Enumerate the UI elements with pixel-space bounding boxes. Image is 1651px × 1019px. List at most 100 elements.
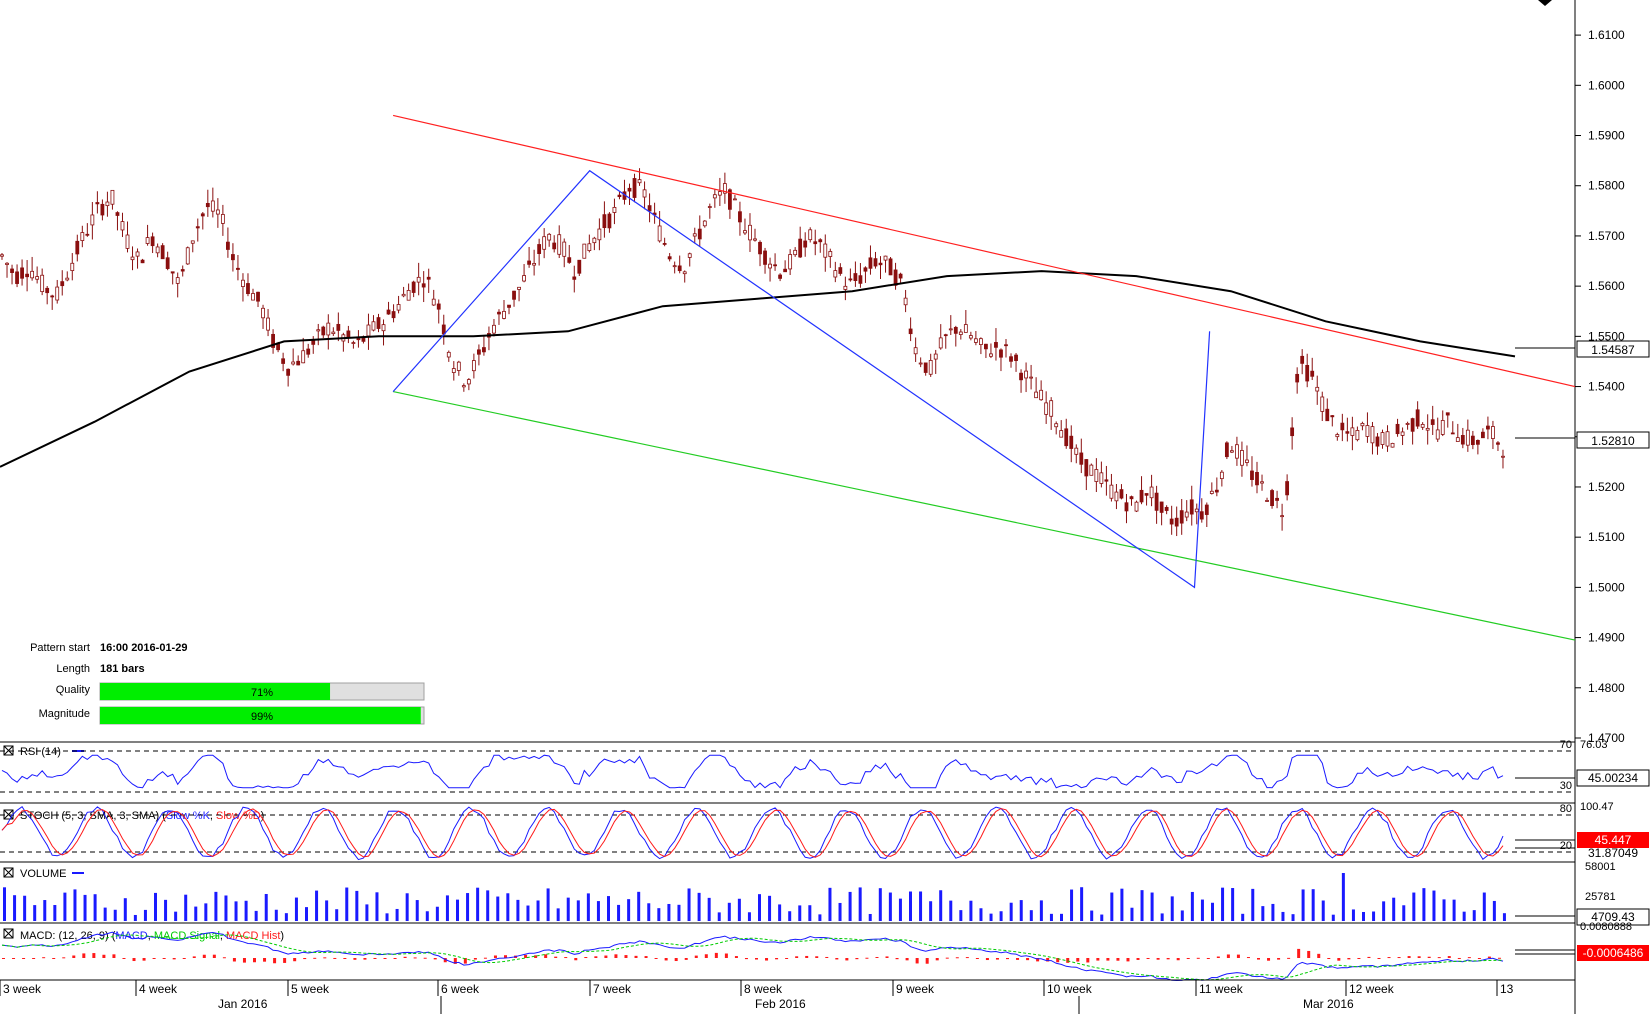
candle-body (466, 379, 471, 385)
macd-hist-bar (132, 958, 136, 962)
volume-bar (1029, 910, 1033, 921)
candle-body (1014, 354, 1018, 361)
macd-hist-bar (2, 958, 5, 959)
candle-body (456, 361, 461, 371)
resistance-line (392, 114, 1576, 388)
volume-bar (929, 901, 933, 921)
volume-bar (586, 893, 590, 921)
macd-hist-bar (1036, 958, 1040, 962)
volume-bar (284, 913, 288, 921)
candle-body (1280, 515, 1284, 518)
candle-body (1089, 464, 1094, 476)
candle-body (933, 353, 938, 360)
candle-body (848, 278, 853, 281)
macd-hist-bar (142, 958, 146, 961)
candle-body (838, 267, 843, 274)
volume-bar (1251, 888, 1255, 921)
macd-hist-bar (905, 958, 909, 961)
candle-body (416, 276, 421, 283)
volume-bar (1402, 905, 1406, 921)
candle-body (256, 291, 260, 302)
stoch-max-label: 100.47 (1580, 801, 1614, 813)
macd-hist-bar (152, 958, 156, 959)
pattern-start-value: 16:00 2016-01-29 (100, 642, 187, 654)
candle-body (1470, 435, 1475, 446)
macd-hist-bar (1357, 958, 1361, 959)
candle-body (612, 206, 617, 213)
candle-body (712, 194, 717, 199)
candle-body (1270, 490, 1274, 507)
macd-hist-bar (453, 958, 457, 964)
macd-hist-bar (52, 958, 56, 959)
candle-body (376, 317, 381, 329)
candle-body (1350, 427, 1355, 436)
candle-body (321, 326, 326, 336)
ma-value-box (1576, 340, 1650, 358)
macd-value-box (1577, 945, 1649, 961)
candle-body (773, 264, 777, 267)
macd-hist-bar (1116, 958, 1120, 961)
candle-body (155, 246, 160, 254)
macd-hist-bar (1267, 958, 1271, 961)
volume-bar (949, 900, 953, 921)
volume-bar (909, 891, 912, 921)
macd-hist-bar (1196, 957, 1200, 959)
volume-bar (697, 892, 701, 921)
candle-body (1445, 412, 1450, 416)
magnitude-text: 99% (251, 711, 273, 723)
macd-hist-bar (1257, 958, 1260, 960)
volume-bar (758, 894, 761, 921)
volume-bar (1372, 911, 1376, 921)
candle-body (953, 326, 958, 334)
candle-body (697, 228, 702, 240)
volume-bar (466, 893, 470, 921)
volume-bar (1241, 913, 1245, 921)
candle-body (1290, 427, 1295, 437)
candle-body (231, 254, 235, 261)
volume-bar (1190, 891, 1194, 921)
macd-hist-bar (935, 958, 939, 961)
candle-body (798, 238, 803, 258)
volume-close-icon[interactable] (3, 867, 14, 878)
macd-hist-bar (102, 954, 106, 958)
candle-body (1009, 356, 1013, 362)
candle-body (291, 361, 296, 365)
macd-value-label: -0.0006486 (1583, 946, 1644, 960)
stoch-d-line (1, 808, 1504, 858)
candle-body (803, 240, 808, 248)
candle-body (1360, 422, 1365, 427)
volume-bar (123, 898, 127, 921)
macd-hist-bar (1246, 957, 1250, 959)
volume-bar (546, 888, 550, 921)
candle-body (210, 200, 215, 212)
volume-bar (939, 890, 943, 921)
volume-bar (1311, 889, 1315, 921)
candle-body (1245, 459, 1249, 463)
volume-value-label: 4709.43 (1591, 910, 1635, 924)
macd-hist-bar (1106, 958, 1110, 961)
macd-hist-bar (654, 958, 658, 959)
volume-bar (637, 891, 641, 921)
candle-body (1129, 496, 1134, 500)
volume-bar (315, 890, 319, 921)
volume-bar (184, 894, 188, 921)
candle-body (1325, 408, 1330, 422)
candle-body (898, 273, 903, 279)
candle-body (687, 253, 692, 258)
candle-body (1450, 432, 1455, 435)
length-label: Length (56, 663, 90, 675)
macd-close-icon[interactable] (3, 928, 14, 939)
volume-bar (778, 904, 782, 921)
candle-body (1481, 431, 1485, 439)
macd-hist-bar (1066, 958, 1070, 963)
candle-body (381, 324, 386, 332)
quality-label: Quality (56, 684, 91, 696)
volume-bar (717, 912, 721, 921)
candle-body (160, 245, 165, 260)
volume-bar (1382, 901, 1386, 921)
week-label: 4 week (139, 982, 178, 996)
volume-bar (707, 897, 711, 921)
candle-body (1305, 364, 1310, 382)
volume-bar (768, 895, 772, 921)
